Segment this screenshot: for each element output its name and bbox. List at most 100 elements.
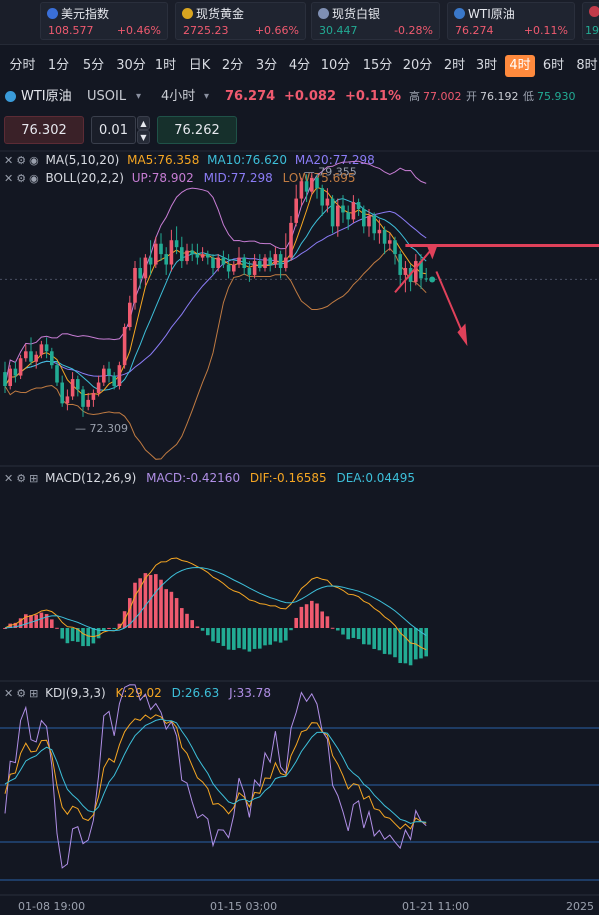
- candle-body: [159, 243, 163, 255]
- close-icon[interactable]: ✕: [4, 472, 14, 485]
- us-flag-icon: [47, 8, 58, 19]
- ticker-item-partial[interactable]: 19: [582, 2, 599, 40]
- macd-bar: [403, 628, 408, 664]
- gear-icon[interactable]: ⚙: [16, 172, 27, 185]
- candle-body: [60, 382, 64, 404]
- quantity-input[interactable]: 0.01: [91, 116, 136, 144]
- candle-body: [320, 188, 324, 206]
- macd-bar: [346, 628, 350, 640]
- ticker-item-dxy[interactable]: 美元指数 108.577 +0.46%: [40, 2, 168, 40]
- timeframe-15[interactable]: 6时: [542, 58, 565, 73]
- macd-bar: [398, 628, 402, 664]
- timeframe-13[interactable]: 3时: [475, 58, 498, 73]
- timeframe-6[interactable]: 2分: [221, 58, 244, 73]
- eye-icon[interactable]: ◉: [29, 172, 39, 185]
- candle-body: [13, 368, 18, 376]
- order-panel: 76.302 0.01 ▲ ▼ 76.262: [0, 114, 599, 148]
- qty-up-icon[interactable]: ▲: [137, 116, 150, 130]
- close-icon[interactable]: ✕: [4, 154, 14, 167]
- timeframe-12[interactable]: 2时: [443, 58, 466, 73]
- candle-body: [284, 257, 288, 268]
- chevron-down-icon[interactable]: ▾: [204, 91, 210, 102]
- macd-bar: [216, 628, 220, 643]
- high-label: 高: [409, 90, 420, 103]
- macd-bar: [247, 628, 252, 652]
- candle-body: [70, 379, 75, 397]
- timeframe-10[interactable]: 15分: [362, 58, 393, 73]
- timeframe-4[interactable]: 1时: [154, 58, 177, 73]
- eye-icon[interactable]: ◉: [29, 154, 39, 167]
- add-icon[interactable]: ⊞: [29, 687, 39, 700]
- sell-button[interactable]: 76.302: [4, 116, 84, 144]
- macd-bar: [13, 622, 18, 628]
- candle-body: [29, 351, 33, 362]
- chevron-down-icon[interactable]: ▾: [136, 91, 142, 102]
- ticker-item-gold[interactable]: 现货黄金 2725.23 +0.66%: [175, 2, 306, 40]
- candle-body: [112, 375, 116, 386]
- add-icon[interactable]: ⊞: [29, 472, 39, 485]
- macd-bar: [424, 628, 428, 657]
- candle-body: [76, 379, 80, 390]
- candle-body: [154, 243, 158, 265]
- candle-body: [102, 368, 106, 383]
- ticker-item-silver[interactable]: 现货白银 30.447 -0.28%: [311, 2, 440, 40]
- symbol-code[interactable]: USOIL: [87, 89, 127, 104]
- candle-body: [138, 268, 142, 279]
- gear-icon[interactable]: ⚙: [16, 687, 27, 700]
- macd-bar: [377, 628, 382, 651]
- macd-bar: [44, 614, 49, 628]
- candle-body: [216, 257, 220, 268]
- macd-bar: [55, 627, 59, 629]
- open-label: 开: [466, 90, 477, 103]
- timeframe-2[interactable]: 5分: [82, 58, 105, 73]
- gear-icon[interactable]: ⚙: [16, 472, 27, 485]
- macd-bar: [122, 611, 127, 628]
- timeframe-8[interactable]: 4分: [288, 58, 311, 73]
- ticker-item-wti[interactable]: WTI原油 76.274 +0.11%: [447, 2, 575, 40]
- candle-body: [341, 205, 345, 213]
- timeframe-0[interactable]: 分时: [9, 58, 36, 73]
- timeframe-11[interactable]: 20分: [402, 58, 433, 73]
- macd-bar: [299, 606, 304, 628]
- timeframe-16[interactable]: 8时: [576, 58, 598, 73]
- macd-bar: [195, 626, 200, 628]
- candle-body: [195, 254, 200, 258]
- macd-bar: [211, 628, 215, 642]
- timeframe-7[interactable]: 3分: [255, 58, 278, 73]
- timeframe-9[interactable]: 10分: [320, 58, 351, 73]
- timeframe-1[interactable]: 1分: [47, 58, 70, 73]
- timeframe-5[interactable]: 日K: [188, 58, 211, 73]
- oil-icon: [5, 91, 16, 102]
- ticker-bar: 美元指数 108.577 +0.46% 现货黄金 2725.23 +0.66% …: [0, 0, 599, 45]
- x-tick-label: 01-15 03:00: [210, 900, 277, 913]
- ma10-value: MA10:76.620: [207, 153, 288, 167]
- candle-body: [50, 351, 54, 366]
- candle-body: [408, 268, 413, 282]
- candle-body: [346, 212, 350, 220]
- ticker-change: +0.11%: [523, 24, 568, 37]
- buy-button[interactable]: 76.262: [157, 116, 237, 144]
- boll-upper-line: [4, 160, 427, 387]
- macd-bar: [60, 628, 64, 639]
- macd-bar: [284, 628, 288, 641]
- period-selector[interactable]: 4小时: [161, 89, 196, 104]
- macd-bar: [107, 627, 111, 629]
- qty-down-icon[interactable]: ▼: [137, 130, 150, 144]
- timeframe-14[interactable]: 4时: [505, 55, 535, 77]
- timeframe-3[interactable]: 30分: [116, 58, 146, 73]
- macd-bar: [268, 628, 272, 645]
- candle-body: [18, 358, 23, 376]
- oil-icon: [454, 8, 465, 19]
- candle-body: [86, 399, 90, 407]
- last-price: 76.274: [225, 89, 276, 104]
- ma5-value: MA5:76.358: [127, 153, 200, 167]
- x-tick-label: 01-08 19:00: [18, 900, 85, 913]
- gold-icon: [182, 8, 193, 19]
- close-icon[interactable]: ✕: [4, 687, 14, 700]
- gear-icon[interactable]: ⚙: [16, 154, 27, 167]
- candle-body: [336, 205, 340, 227]
- candle-body: [377, 229, 382, 234]
- close-icon[interactable]: ✕: [4, 172, 14, 185]
- symbol-name[interactable]: WTI原油: [21, 89, 72, 104]
- macd-bar: [310, 600, 314, 628]
